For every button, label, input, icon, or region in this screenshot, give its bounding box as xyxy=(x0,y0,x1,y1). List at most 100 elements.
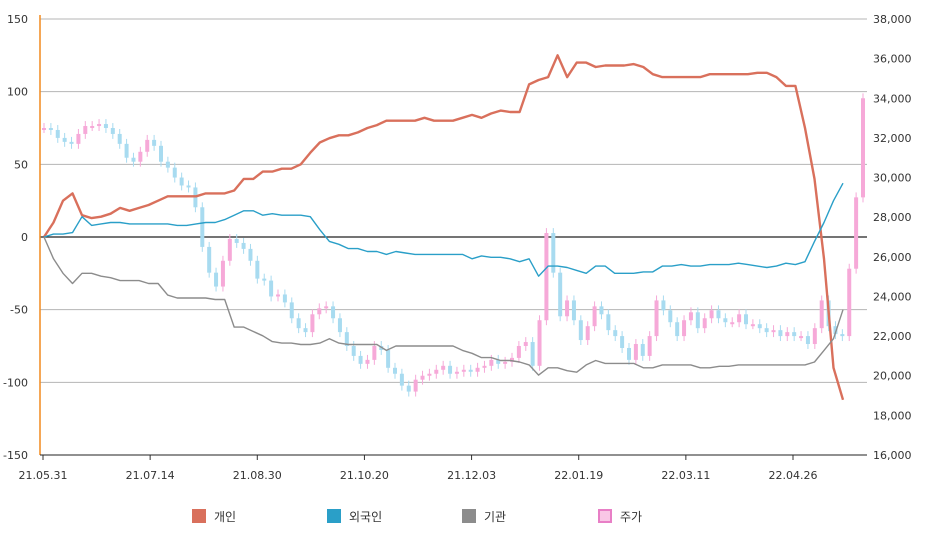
price-candle xyxy=(688,312,693,321)
price-candle xyxy=(282,294,287,303)
price-candle xyxy=(427,373,432,376)
price-candle xyxy=(90,126,95,129)
price-candle xyxy=(97,124,102,127)
legend-item-individual: 개인 xyxy=(192,504,236,528)
price-candle xyxy=(413,379,418,392)
price-candle xyxy=(69,141,74,144)
right-tick-label: 38,000 xyxy=(873,13,912,26)
price-candle xyxy=(269,280,274,297)
price-candle xyxy=(365,359,370,364)
legend-label-individual: 개인 xyxy=(214,509,237,524)
price-candle xyxy=(620,336,625,348)
price-candle xyxy=(750,324,755,327)
price-candle xyxy=(723,318,728,323)
price-candle xyxy=(441,365,446,370)
price-candles xyxy=(42,93,865,397)
investor-flow-chart: 150 100 50 0 -50 -100 -150 38,000 36,000 34,000 32… xyxy=(3,13,912,482)
price-candle xyxy=(220,260,225,287)
gridlines xyxy=(40,18,867,456)
price-candle xyxy=(454,371,459,374)
price-candle xyxy=(310,314,315,333)
price-candle xyxy=(661,300,666,311)
price-candle xyxy=(207,246,212,273)
price-candle xyxy=(344,332,349,346)
left-tick-label: -50 xyxy=(10,304,28,317)
price-candle xyxy=(83,126,88,134)
price-candle xyxy=(861,98,865,198)
price-candle xyxy=(241,242,246,249)
price-candle xyxy=(503,361,508,364)
series-line-0 xyxy=(42,54,845,401)
price-candle xyxy=(317,308,322,315)
price-candle xyxy=(737,314,742,323)
price-candle xyxy=(103,124,108,128)
price-candle xyxy=(303,328,308,333)
right-tick-label: 34,000 xyxy=(873,92,912,105)
price-candle xyxy=(819,300,824,329)
legend-swatch-foreign xyxy=(327,509,341,523)
price-candle xyxy=(138,151,143,162)
price-candle xyxy=(110,128,115,134)
right-tick-label: 24,000 xyxy=(873,290,912,303)
price-candle xyxy=(324,306,329,309)
x-tick-label: 21.08.30 xyxy=(233,469,282,482)
price-candle xyxy=(778,330,783,337)
price-candle xyxy=(633,344,638,360)
price-candle xyxy=(399,373,404,386)
price-candle xyxy=(145,139,150,152)
price-candle xyxy=(785,332,790,337)
price-candle xyxy=(668,310,673,323)
left-tick-label: 100 xyxy=(7,86,28,99)
price-candle xyxy=(530,342,535,366)
price-candle xyxy=(702,318,707,329)
price-candle xyxy=(812,328,817,345)
legend-swatch-price xyxy=(598,509,612,523)
price-candle xyxy=(695,312,700,329)
price-candle xyxy=(799,336,804,339)
right-tick-label: 32,000 xyxy=(873,132,912,145)
price-candle xyxy=(255,260,260,279)
price-candle xyxy=(489,359,494,366)
price-candle xyxy=(386,349,391,368)
price-candle xyxy=(393,367,397,374)
price-candle xyxy=(159,145,163,162)
right-tick-label: 26,000 xyxy=(873,251,912,264)
left-tick-label: 0 xyxy=(21,231,28,244)
price-candle xyxy=(640,344,645,356)
price-candle xyxy=(744,314,748,325)
price-candle xyxy=(234,238,239,243)
price-candle xyxy=(510,357,514,362)
legend-item-institution: 기관 xyxy=(462,504,506,528)
price-candle xyxy=(55,129,60,138)
investor-lines xyxy=(42,54,845,401)
x-tick-label: 22.01.19 xyxy=(554,469,603,482)
series-line-1 xyxy=(43,182,844,277)
price-candle xyxy=(214,272,219,287)
right-tick-label: 18,000 xyxy=(873,409,912,422)
price-candle xyxy=(482,365,487,368)
price-candle xyxy=(124,143,129,158)
price-candle xyxy=(62,137,67,142)
price-candle xyxy=(448,365,453,374)
x-tick-label: 21.10.20 xyxy=(340,469,389,482)
price-candle xyxy=(716,310,721,319)
price-candle xyxy=(358,355,363,364)
right-tick-label: 16,000 xyxy=(873,449,912,462)
right-tick-label: 22,000 xyxy=(873,330,912,343)
price-candle xyxy=(337,318,342,333)
left-tick-label: 150 xyxy=(7,13,28,26)
price-candle xyxy=(627,347,631,360)
price-candle xyxy=(42,128,46,130)
price-candle xyxy=(709,310,714,319)
price-candle xyxy=(372,346,377,360)
legend-label-price: 주가 xyxy=(620,509,643,524)
price-candle xyxy=(76,133,81,144)
price-candle xyxy=(578,320,583,341)
price-candle xyxy=(262,278,267,281)
price-candle xyxy=(200,207,205,247)
price-candle xyxy=(289,302,294,319)
price-candle xyxy=(771,330,776,333)
price-candle xyxy=(613,330,618,337)
price-candle xyxy=(606,314,611,331)
price-candle xyxy=(117,133,122,144)
